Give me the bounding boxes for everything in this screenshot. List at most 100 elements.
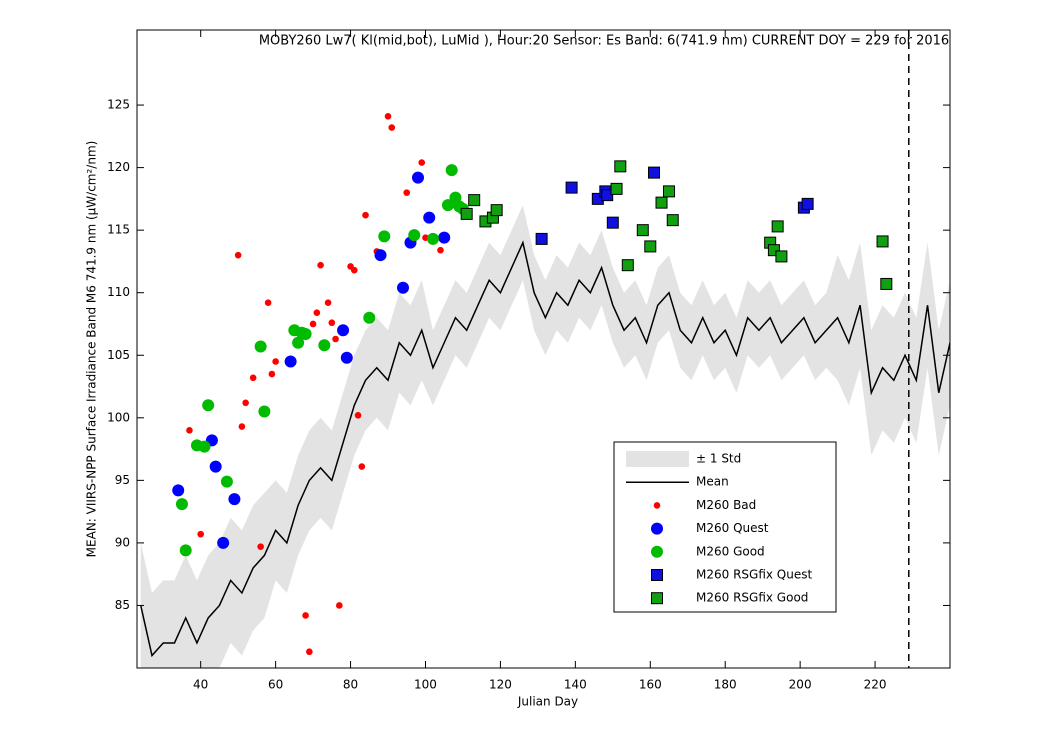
dot-marker (350, 266, 358, 274)
dot-marker (653, 502, 661, 509)
square-marker (666, 214, 679, 227)
circle-marker (438, 231, 451, 244)
y-axis-label: MEAN: VIIRS-NPP Surface Irradiance Band … (85, 141, 99, 558)
dot-marker (264, 299, 272, 307)
y-tick-label: 120 (107, 160, 130, 174)
square-marker (880, 277, 893, 290)
circle-marker (220, 475, 233, 488)
dot-marker (302, 612, 309, 619)
x-tick-label: 200 (789, 678, 812, 692)
circle-marker (217, 536, 230, 549)
square-marker (636, 224, 649, 237)
legend-label: M260 Bad (696, 498, 756, 512)
x-tick-label: 140 (564, 678, 587, 692)
circle-marker (175, 498, 188, 511)
circle-marker (374, 249, 387, 262)
circle-marker (411, 171, 424, 184)
dot-marker (257, 543, 264, 550)
y-tick-label: 95 (115, 473, 130, 487)
dot-marker (317, 261, 324, 269)
dot-marker (197, 530, 204, 538)
circle-marker (299, 327, 312, 340)
dot-marker (242, 399, 249, 407)
dot-marker (388, 124, 396, 131)
circle-marker (318, 339, 331, 352)
square-marker (771, 220, 784, 233)
square-marker (775, 250, 788, 263)
legend: ± 1 Std Mean M260 Bad M260 Quest M260 Good M2… (613, 441, 837, 613)
circle-marker (209, 460, 222, 473)
dot-marker (186, 427, 193, 434)
square-marker (621, 259, 634, 272)
dot-marker (384, 113, 392, 120)
circle-marker (179, 544, 192, 557)
dot-marker (354, 412, 362, 419)
dot-marker (418, 159, 426, 166)
y-tick-label: 105 (107, 348, 130, 362)
dot-marker (336, 602, 343, 609)
dot-marker (324, 299, 332, 307)
circle-marker (254, 340, 267, 353)
dot-marker (332, 335, 339, 343)
axes-frame (136, 29, 951, 669)
legend-label: M260 RSGfix Quest (696, 568, 812, 582)
plot-area (140, 30, 950, 668)
mean-line (140, 240, 950, 658)
circle-marker (172, 484, 185, 497)
circle-marker (337, 324, 350, 337)
circle-marker (363, 311, 376, 324)
circle-marker (228, 493, 241, 506)
dot-marker (268, 370, 276, 378)
square-marker (876, 235, 889, 248)
dot-marker (272, 358, 279, 365)
legend-label: Mean (696, 475, 729, 489)
square-marker (490, 204, 503, 217)
square-marker (614, 160, 627, 173)
square-marker (767, 244, 780, 257)
dot-marker (234, 251, 242, 259)
legend-box (613, 441, 837, 613)
y-tick-label: 90 (115, 535, 130, 549)
dot-marker (249, 374, 257, 382)
legend-swatch (626, 451, 689, 467)
x-tick-label: 80 (343, 678, 358, 692)
y-tick-label: 110 (107, 285, 130, 299)
legend-label: M260 Quest (696, 521, 769, 535)
square-marker (565, 181, 578, 194)
square-marker (644, 240, 657, 253)
legend-label: M260 Good (696, 544, 765, 558)
square-marker (663, 185, 676, 198)
legend-label: M260 RSGfix Good (696, 591, 808, 605)
y-tick-label: 100 (107, 410, 130, 424)
dot-marker (328, 319, 336, 327)
circle-marker (258, 405, 271, 418)
square-marker (601, 189, 614, 202)
dot-marker (306, 648, 313, 656)
square-marker (651, 592, 663, 605)
circle-marker (423, 211, 436, 224)
legend-label: ± 1 Std (696, 452, 741, 466)
x-tick-label: 160 (639, 678, 662, 692)
square-marker (606, 216, 619, 229)
circle-marker (408, 229, 421, 242)
chart-title: MOBY260 Lw7( Kl(mid,bot), LuMid ), Hour:… (259, 34, 949, 49)
x-tick-label: 40 (193, 678, 208, 692)
circle-marker (292, 336, 305, 349)
dot-marker (309, 320, 317, 328)
axes: 40 60 80 100 120 140 160 180 200 220 85 90 95 100 105 1… (107, 29, 951, 692)
circle-marker (378, 230, 391, 243)
x-tick-label: 120 (489, 678, 512, 692)
dot-marker (362, 211, 369, 219)
square-marker (468, 194, 481, 207)
x-tick-label: 60 (268, 678, 283, 692)
square-marker (655, 196, 668, 209)
square-marker (648, 166, 661, 179)
dot-marker (238, 423, 246, 430)
circle-marker (284, 355, 297, 368)
x-tick-label: 100 (414, 678, 437, 692)
dot-marker (313, 309, 321, 317)
circle-marker (445, 164, 458, 177)
y-tick-label: 115 (107, 223, 130, 237)
circle-marker (397, 281, 410, 294)
